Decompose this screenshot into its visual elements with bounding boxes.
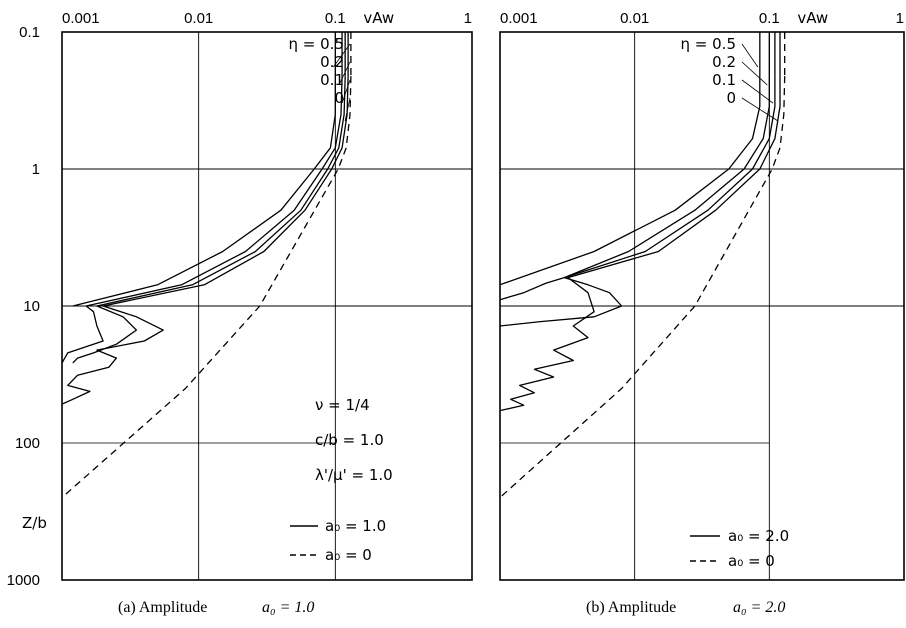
x-tick-label: 1	[464, 10, 472, 27]
eta-label: 0	[334, 89, 344, 107]
eta-label: 0.1	[712, 71, 736, 89]
x-tick-label: 0.1	[759, 10, 780, 27]
x-tick-label: 0.001	[500, 10, 538, 27]
panel-b-legend: a₀ = 2.0 a₀ = 0	[690, 527, 789, 570]
eta-label: 0.2	[320, 53, 344, 71]
legend-solid-text: a₀ = 2.0	[728, 527, 789, 545]
x-tick-label: 0.01	[184, 10, 213, 27]
x-axis-label: vAw	[363, 9, 394, 27]
y-tick-label: 1	[32, 161, 40, 178]
eta-leader-line	[341, 79, 351, 104]
eta-label: 0	[726, 89, 736, 107]
eta-label: 0.2	[712, 53, 736, 71]
param-nu: ν = 1/4	[315, 396, 370, 414]
caption-b-param: a₀ = 2.0	[733, 599, 785, 616]
eta-leader-line	[344, 97, 351, 122]
eta-leader-line	[741, 61, 768, 86]
eta-leader-line	[333, 43, 351, 68]
eta-leader-line	[338, 61, 351, 86]
param-c-over-b: c/b = 1.0	[315, 431, 384, 449]
curve-dashed	[61, 76, 352, 498]
legend-solid-text: a₀ = 1.0	[325, 517, 386, 535]
eta-leader-line	[741, 79, 774, 104]
y-tick-label: 1000	[7, 572, 40, 589]
y-tick-label: 10	[23, 298, 40, 315]
x-tick-label: 0.01	[620, 10, 649, 27]
caption-b: (b) Amplitude a₀ = 2.0	[586, 599, 785, 616]
curve-solid	[499, 76, 761, 286]
curve-solid	[61, 76, 343, 364]
caption-b-text: (b) Amplitude	[586, 599, 676, 616]
legend-dashed-text: a₀ = 0	[325, 546, 372, 564]
y-axis-label: Z/b	[22, 514, 47, 532]
eta-leader-line	[741, 97, 779, 122]
eta-label: η = 0.5	[289, 35, 344, 53]
y-tick-label: 0.1	[19, 24, 40, 41]
curve-solid	[61, 76, 349, 405]
caption-a-param: a₀ = 1.0	[262, 599, 314, 616]
caption-a-text: (a) Amplitude	[118, 599, 207, 616]
curve-solid	[499, 76, 770, 301]
param-lambda-over-mu: λ'/μ' = 1.0	[315, 466, 393, 484]
x-tick-label: 0.001	[62, 10, 100, 27]
x-tick-label: 0.1	[325, 10, 346, 27]
curve-solid	[72, 76, 336, 307]
curve-solid	[499, 76, 776, 327]
y-tick-label: 100	[15, 435, 40, 452]
eta-leader-line	[741, 43, 759, 68]
curve-solid	[72, 76, 346, 364]
curve-solid	[499, 76, 781, 412]
eta-label: 0.1	[320, 71, 344, 89]
x-tick-label: 1	[896, 10, 904, 27]
x-axis-label: vAw	[797, 9, 828, 27]
caption-a: (a) Amplitude a₀ = 1.0	[118, 599, 314, 616]
y-tick-labels: 0.1 1 10 100 1000	[7, 24, 40, 589]
legend-dashed-text: a₀ = 0	[728, 552, 775, 570]
eta-label: η = 0.5	[681, 35, 736, 53]
panel-a-params: ν = 1/4 c/b = 1.0 λ'/μ' = 1.0	[315, 396, 393, 484]
curve-dashed	[499, 76, 786, 498]
panel-a-legend: a₀ = 1.0 a₀ = 0	[290, 517, 386, 564]
